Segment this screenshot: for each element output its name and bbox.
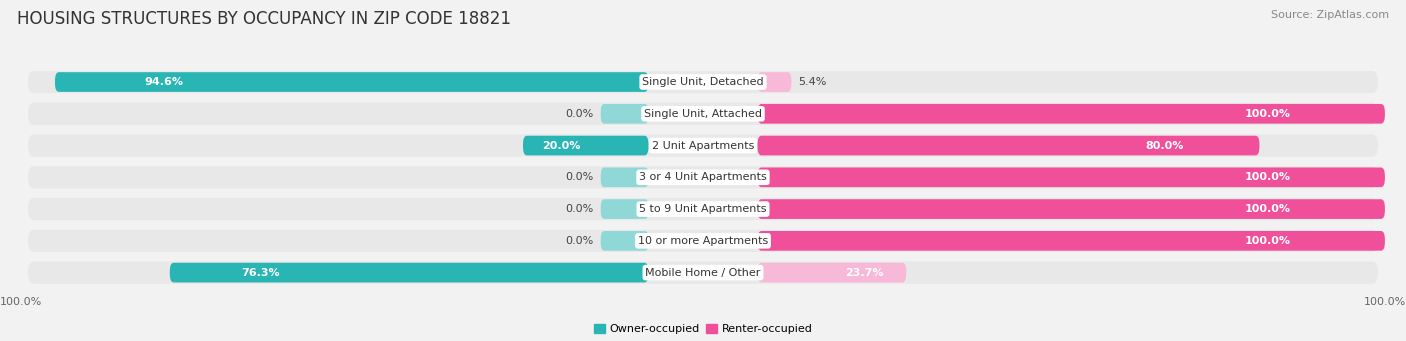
FancyBboxPatch shape	[600, 199, 648, 219]
Text: 2 Unit Apartments: 2 Unit Apartments	[652, 140, 754, 151]
FancyBboxPatch shape	[55, 72, 648, 92]
Text: 0.0%: 0.0%	[565, 172, 593, 182]
Text: 100.0%: 100.0%	[1244, 109, 1291, 119]
FancyBboxPatch shape	[28, 230, 1378, 252]
FancyBboxPatch shape	[523, 136, 648, 155]
Text: 100.0%: 100.0%	[1244, 236, 1291, 246]
Text: 0.0%: 0.0%	[565, 204, 593, 214]
Text: 20.0%: 20.0%	[541, 140, 581, 151]
FancyBboxPatch shape	[758, 72, 792, 92]
FancyBboxPatch shape	[758, 199, 1385, 219]
Text: Source: ZipAtlas.com: Source: ZipAtlas.com	[1271, 10, 1389, 20]
Text: 76.3%: 76.3%	[242, 268, 280, 278]
Text: HOUSING STRUCTURES BY OCCUPANCY IN ZIP CODE 18821: HOUSING STRUCTURES BY OCCUPANCY IN ZIP C…	[17, 10, 510, 28]
FancyBboxPatch shape	[28, 262, 1378, 284]
FancyBboxPatch shape	[758, 263, 907, 282]
Text: 0.0%: 0.0%	[565, 236, 593, 246]
Text: Mobile Home / Other: Mobile Home / Other	[645, 268, 761, 278]
FancyBboxPatch shape	[28, 198, 1378, 220]
Text: Single Unit, Detached: Single Unit, Detached	[643, 77, 763, 87]
FancyBboxPatch shape	[758, 136, 1260, 155]
Text: 10 or more Apartments: 10 or more Apartments	[638, 236, 768, 246]
Text: 100.0%: 100.0%	[1244, 172, 1291, 182]
FancyBboxPatch shape	[758, 104, 1385, 124]
Text: 5 to 9 Unit Apartments: 5 to 9 Unit Apartments	[640, 204, 766, 214]
Text: 94.6%: 94.6%	[143, 77, 183, 87]
FancyBboxPatch shape	[758, 167, 1385, 187]
Text: 80.0%: 80.0%	[1146, 140, 1184, 151]
Text: 3 or 4 Unit Apartments: 3 or 4 Unit Apartments	[640, 172, 766, 182]
Text: 100.0%: 100.0%	[1244, 204, 1291, 214]
FancyBboxPatch shape	[28, 166, 1378, 189]
Text: 23.7%: 23.7%	[845, 268, 884, 278]
Legend: Owner-occupied, Renter-occupied: Owner-occupied, Renter-occupied	[589, 320, 817, 339]
FancyBboxPatch shape	[28, 103, 1378, 125]
FancyBboxPatch shape	[758, 231, 1385, 251]
Text: Single Unit, Attached: Single Unit, Attached	[644, 109, 762, 119]
FancyBboxPatch shape	[28, 71, 1378, 93]
Text: 5.4%: 5.4%	[799, 77, 827, 87]
FancyBboxPatch shape	[600, 231, 648, 251]
FancyBboxPatch shape	[170, 263, 648, 282]
Text: 0.0%: 0.0%	[565, 109, 593, 119]
FancyBboxPatch shape	[600, 167, 648, 187]
FancyBboxPatch shape	[600, 104, 648, 124]
FancyBboxPatch shape	[28, 134, 1378, 157]
